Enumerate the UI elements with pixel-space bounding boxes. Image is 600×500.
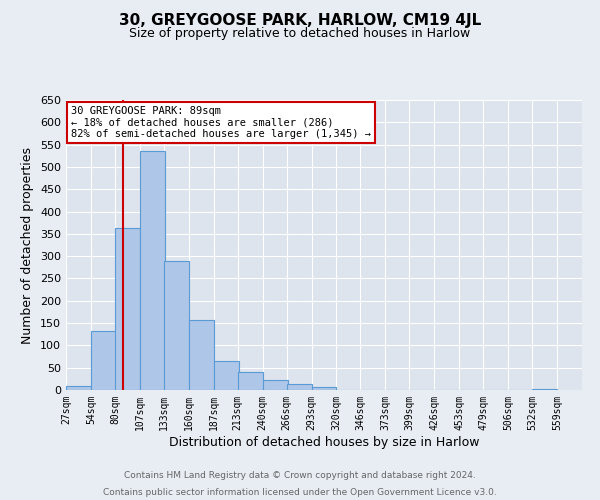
Bar	[189, 320, 214, 390]
Bar	[140, 152, 165, 390]
Bar	[532, 389, 557, 390]
Bar	[311, 387, 337, 390]
Y-axis label: Number of detached properties: Number of detached properties	[22, 146, 34, 344]
Bar	[115, 228, 140, 390]
Text: Contains HM Land Registry data © Crown copyright and database right 2024.: Contains HM Land Registry data © Crown c…	[124, 471, 476, 480]
Text: Contains public sector information licensed under the Open Government Licence v3: Contains public sector information licen…	[103, 488, 497, 497]
X-axis label: Distribution of detached houses by size in Harlow: Distribution of detached houses by size …	[169, 436, 479, 448]
Bar	[91, 330, 116, 390]
Text: 30, GREYGOOSE PARK, HARLOW, CM19 4JL: 30, GREYGOOSE PARK, HARLOW, CM19 4JL	[119, 12, 481, 28]
Text: Size of property relative to detached houses in Harlow: Size of property relative to detached ho…	[130, 28, 470, 40]
Bar	[287, 384, 311, 390]
Text: 30 GREYGOOSE PARK: 89sqm
← 18% of detached houses are smaller (286)
82% of semi-: 30 GREYGOOSE PARK: 89sqm ← 18% of detach…	[71, 106, 371, 139]
Bar	[66, 386, 91, 390]
Bar	[164, 260, 189, 390]
Bar	[214, 361, 239, 390]
Bar	[263, 380, 287, 390]
Bar	[238, 372, 263, 390]
